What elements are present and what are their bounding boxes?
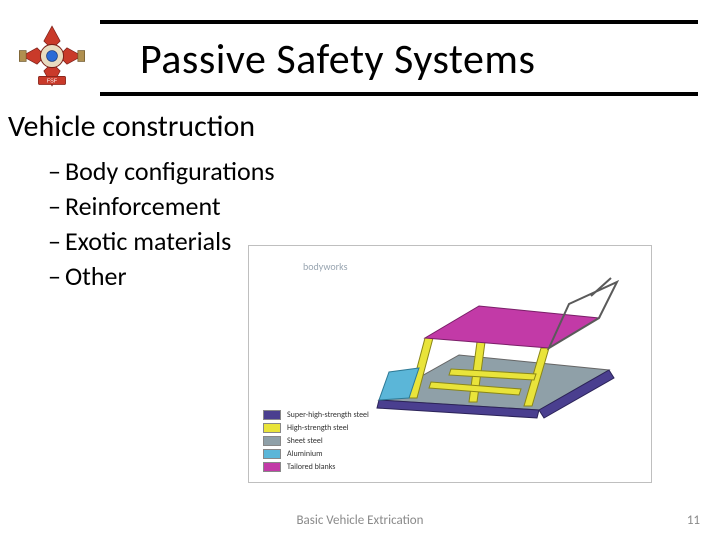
- diagram-legend: Super-high-strength steel High-strength …: [263, 410, 369, 472]
- bullet-text: Other: [65, 260, 127, 292]
- legend-swatch: [263, 423, 281, 433]
- bullet-list: –Body configurations –Reinforcement –Exo…: [48, 154, 275, 294]
- legend-swatch: [263, 462, 281, 472]
- bullet-text: Exotic materials: [65, 225, 231, 257]
- bullet-text: Reinforcement: [65, 190, 221, 222]
- vehicle-body-diagram: bodyworks Super-high-strength steel High…: [248, 245, 652, 483]
- car-roof-rail: [425, 306, 599, 348]
- list-item: –Other: [48, 259, 275, 294]
- header-rule-bottom: [100, 92, 698, 96]
- legend-item: Aluminium: [263, 449, 369, 459]
- org-logo: FSF: [18, 22, 86, 90]
- list-item: –Body configurations: [48, 154, 275, 189]
- car-body-illustration: [339, 260, 639, 440]
- legend-label: Aluminium: [287, 449, 323, 459]
- legend-label: Sheet steel: [287, 436, 323, 446]
- legend-item: High-strength steel: [263, 423, 369, 433]
- legend-swatch: [263, 410, 281, 420]
- section-subtitle: Vehicle construction: [8, 108, 255, 145]
- legend-item: Tailored blanks: [263, 462, 369, 472]
- list-item: –Exotic materials: [48, 224, 275, 259]
- footer-title: Basic Vehicle Extrication: [0, 513, 720, 528]
- slide-title: Passive Safety Systems: [140, 34, 690, 85]
- legend-label: Super-high-strength steel: [287, 410, 369, 420]
- legend-label: Tailored blanks: [287, 462, 335, 472]
- legend-swatch: [263, 436, 281, 446]
- header-rule-top: [100, 20, 698, 24]
- legend-label: High-strength steel: [287, 423, 349, 433]
- legend-item: Sheet steel: [263, 436, 369, 446]
- legend-swatch: [263, 449, 281, 459]
- page-number: 11: [687, 513, 700, 528]
- legend-item: Super-high-strength steel: [263, 410, 369, 420]
- list-item: –Reinforcement: [48, 189, 275, 224]
- logo-banner-text: FSF: [47, 79, 58, 85]
- bullet-text: Body configurations: [65, 155, 275, 187]
